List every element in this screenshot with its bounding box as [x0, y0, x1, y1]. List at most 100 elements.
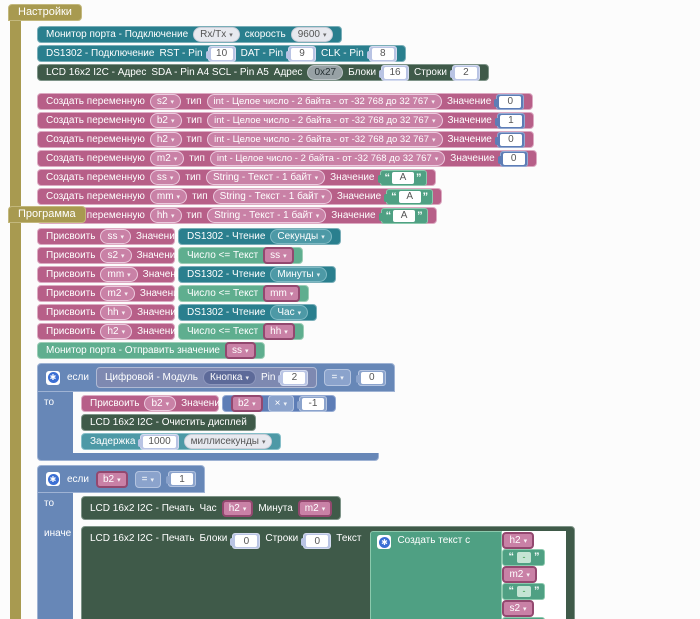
gear-icon[interactable]: ✱	[46, 472, 60, 486]
read-option-dropdown[interactable]: Час	[270, 305, 309, 320]
var-type-dropdown[interactable]: int - Целое число - 2 байта - от -32 768…	[206, 94, 442, 109]
string-field[interactable]: -	[516, 585, 531, 597]
assign-var-dropdown[interactable]: h2	[100, 324, 133, 339]
ds1302-read-block[interactable]: DS1302 - Чтение Час	[178, 304, 318, 321]
math-op-dropdown[interactable]: ×	[267, 395, 294, 412]
var-type-dropdown[interactable]: String - Текст - 1 байт	[205, 170, 326, 185]
variable-chip[interactable]: b2	[95, 470, 128, 488]
program-container[interactable]: Программа Присвоить ss Значение DS1302 -…	[8, 206, 576, 619]
assign-var-dropdown[interactable]: hh	[100, 305, 133, 320]
var-type-dropdown[interactable]: int - Целое число - 2 байта - от -32 768…	[207, 132, 443, 147]
if-block-1[interactable]: ✱ если Цифровой - Модуль Кнопка Pin 2 = …	[37, 363, 575, 461]
compare-value-socket[interactable]: 0	[355, 369, 386, 386]
var-name-dropdown[interactable]: hh	[149, 208, 182, 223]
math-expression-block[interactable]: b2 × -1	[222, 395, 336, 412]
variable-chip[interactable]: ss	[224, 342, 256, 359]
assign-block[interactable]: Присвоить s2 Значение	[37, 247, 181, 264]
ds1302-read-block[interactable]: DS1302 - Чтение Минуты	[178, 266, 337, 283]
dat-pin-field[interactable]: 9	[291, 47, 314, 60]
value-field[interactable]: 0	[499, 95, 522, 108]
var-type-dropdown[interactable]: int - Целое число - 2 байта - от -32 768…	[207, 113, 443, 128]
ds1302-connect-block[interactable]: DS1302 - Подключение RST - Pin 10 DAT - …	[37, 45, 406, 62]
cols-socket[interactable]: 0	[230, 533, 261, 549]
lcd-print-text-block[interactable]: LCD 16x2 I2C - Печать Блоки 0 Строки 0 Т…	[81, 526, 576, 619]
rows-socket[interactable]: 0	[301, 533, 332, 549]
pin-socket[interactable]: 2	[278, 369, 309, 386]
assign-block[interactable]: Присвоить b2 Значение	[81, 395, 225, 412]
variable-chip[interactable]: ss	[263, 247, 294, 264]
rows-field[interactable]: 0	[306, 535, 329, 547]
rows-socket[interactable]: 2	[449, 64, 480, 81]
settings-container[interactable]: Настройки Монитор порта - Подключение Rx…	[8, 4, 537, 226]
value-field[interactable]: 0	[499, 133, 522, 146]
variable-chip[interactable]: m2	[297, 499, 333, 517]
var-name-dropdown[interactable]: m2	[149, 151, 185, 166]
assign-var-dropdown[interactable]: mm	[100, 267, 138, 282]
var-name-dropdown[interactable]: s2	[149, 94, 181, 109]
digital-module-block[interactable]: Цифровой - Модуль Кнопка Pin 2	[95, 367, 318, 388]
var-type-dropdown[interactable]: String - Текст - 1 байт	[212, 189, 332, 204]
string-field[interactable]: A	[398, 190, 421, 203]
serial-monitor-send-block[interactable]: Монитор порта - Отправить значение ss	[37, 342, 265, 359]
compare-op-dropdown[interactable]: =	[324, 369, 351, 386]
var-type-dropdown[interactable]: int - Целое число - 2 байта - от -32 768…	[209, 151, 446, 166]
variable-chip[interactable]: mm	[263, 285, 301, 302]
serial-monitor-connect-block[interactable]: Монитор порта - Подключение Rx/Tx скорос…	[37, 26, 343, 43]
string-field[interactable]: A	[392, 171, 414, 184]
string-value-socket[interactable]: “A”	[377, 169, 427, 186]
speed-dropdown[interactable]: 9600	[290, 27, 334, 42]
if-block-2[interactable]: ✱ если b2 = 1 то LCD 16x2 I2C - Печать Ч…	[37, 465, 576, 619]
assign-var-dropdown[interactable]: s2	[100, 248, 132, 263]
assign-block[interactable]: Присвоить mm Значение	[37, 266, 187, 283]
string-chip[interactable]: “-”	[502, 548, 546, 566]
clk-pin-socket[interactable]: 8	[366, 45, 397, 62]
create-variable-block[interactable]: Создать переменную m2 тип int - Целое чи…	[37, 150, 537, 167]
variable-chip[interactable]: m2	[502, 565, 537, 583]
cols-socket[interactable]: 16	[379, 64, 410, 81]
assign-block[interactable]: Присвоить ss Значение	[37, 228, 180, 245]
assign-block[interactable]: Присвоить hh Значение	[37, 304, 181, 321]
compare-value-socket[interactable]: 1	[165, 471, 196, 487]
number-to-text-block[interactable]: Число <= Текст hh	[178, 323, 304, 340]
var-name-dropdown[interactable]: mm	[149, 189, 188, 204]
lcd-setup-block[interactable]: LCD 16x2 I2C - Адрес SDA - Pin A4 SCL - …	[37, 64, 489, 81]
var-type-dropdown[interactable]: String - Текст - 1 байт	[207, 208, 327, 223]
create-variable-block[interactable]: Создать переменную mm тип String - Текст…	[37, 188, 443, 205]
create-variable-block[interactable]: Создать переменную hh тип String - Текст…	[37, 207, 437, 224]
value-socket[interactable]: 0	[494, 131, 525, 148]
variable-chip[interactable]: hh	[263, 323, 295, 340]
var-name-dropdown[interactable]: h2	[149, 132, 182, 147]
delay-field[interactable]: 1000	[143, 435, 176, 448]
value-socket[interactable]: 0	[494, 93, 525, 110]
program-header[interactable]: Программа	[8, 206, 86, 223]
read-option-dropdown[interactable]: Минуты	[270, 267, 328, 282]
string-chip[interactable]: “-”	[502, 582, 546, 600]
operand-socket[interactable]: -1	[297, 395, 327, 412]
value-socket[interactable]: 0	[497, 150, 528, 167]
gear-icon[interactable]: ✱	[46, 370, 60, 385]
delay-socket[interactable]: 1000	[138, 433, 179, 450]
create-variable-block[interactable]: Создать переменную ss тип String - Текст…	[37, 169, 436, 186]
module-kind-dropdown[interactable]: Кнопка	[203, 370, 256, 385]
var-name-dropdown[interactable]: b2	[149, 113, 182, 128]
port-dropdown[interactable]: Rx/Tx	[193, 27, 240, 42]
create-variable-block[interactable]: Создать переменную h2 тип int - Целое чи…	[37, 131, 534, 148]
cols-field[interactable]: 16	[384, 66, 407, 79]
number-to-text-block[interactable]: Число <= Текст ss	[178, 247, 303, 264]
create-variable-block[interactable]: Создать переменную b2 тип int - Целое чи…	[37, 112, 534, 129]
var-name-dropdown[interactable]: ss	[149, 170, 181, 185]
string-field[interactable]: A	[393, 209, 416, 222]
compare-value-field[interactable]: 1	[170, 473, 193, 485]
rst-pin-socket[interactable]: 10	[205, 45, 236, 62]
gear-icon[interactable]: ✱	[377, 535, 392, 549]
assign-block[interactable]: Присвоить m2 Значение	[37, 285, 184, 302]
clk-pin-field[interactable]: 8	[371, 47, 394, 60]
lcd-print-time-block[interactable]: LCD 16x2 I2C - Печать Час h2 Минута m2	[81, 496, 342, 520]
assign-var-dropdown[interactable]: ss	[100, 229, 131, 244]
dat-pin-socket[interactable]: 9	[286, 45, 317, 62]
variable-chip[interactable]: h2	[502, 531, 535, 549]
create-variable-block[interactable]: Создать переменную s2 тип int - Целое чи…	[37, 93, 534, 110]
assign-block[interactable]: Присвоить h2 Значение	[37, 323, 181, 340]
value-field[interactable]: 0	[502, 152, 525, 165]
variable-chip[interactable]: s2	[502, 599, 534, 617]
